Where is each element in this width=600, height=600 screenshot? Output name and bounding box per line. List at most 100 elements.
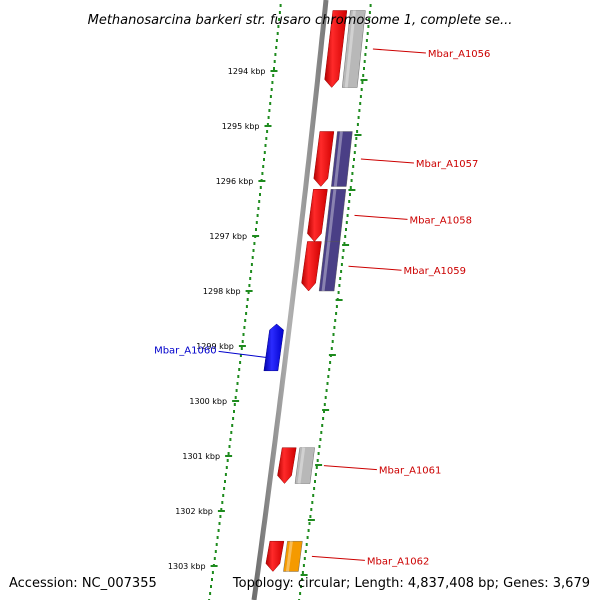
scale-dot bbox=[368, 11, 371, 14]
tick-mark-left bbox=[264, 125, 272, 127]
gene-mbar-a1061[interactable] bbox=[277, 447, 315, 484]
label-leader-line bbox=[360, 158, 414, 164]
scale-dot bbox=[228, 445, 231, 448]
cds-block[interactable] bbox=[294, 447, 315, 484]
gene-arrow[interactable] bbox=[263, 323, 284, 372]
scale-dot bbox=[218, 522, 221, 525]
tick-label: 1296 kbp bbox=[216, 177, 254, 186]
tick-label: 1298 kbp bbox=[203, 287, 241, 296]
scale-dot bbox=[248, 284, 251, 287]
scale-dot bbox=[333, 326, 336, 329]
scale-dot bbox=[304, 550, 307, 553]
scale-dot bbox=[258, 200, 261, 203]
scale-dot bbox=[353, 151, 356, 154]
scale-dot bbox=[323, 403, 326, 406]
scale-dot bbox=[309, 515, 312, 518]
scale-dot bbox=[263, 158, 265, 161]
scale-dot bbox=[243, 326, 246, 329]
scale-dot bbox=[220, 508, 223, 511]
gene-mbar-a1056[interactable] bbox=[324, 10, 366, 88]
gene-mbar-a1058[interactable] bbox=[307, 189, 347, 242]
scale-dot bbox=[349, 193, 351, 196]
map-title: Methanosarcina barkeri str. fusaro chrom… bbox=[88, 13, 513, 28]
scale-dot bbox=[314, 473, 317, 476]
scale-dot bbox=[278, 11, 281, 14]
gene-label[interactable]: Mbar_A1060 bbox=[154, 345, 217, 356]
scale-dot bbox=[225, 466, 228, 469]
tick-mark-left bbox=[252, 235, 260, 237]
scale-dot bbox=[247, 291, 250, 294]
gene-mbar-a1059[interactable] bbox=[301, 241, 341, 292]
scale-dot bbox=[274, 53, 277, 56]
cds-highlight bbox=[297, 447, 306, 484]
tick-label: 1301 kbp bbox=[182, 452, 220, 461]
scale-dot bbox=[269, 95, 272, 98]
scale-dot bbox=[331, 340, 334, 343]
scale-dot bbox=[277, 25, 280, 28]
scale-dot bbox=[301, 578, 303, 581]
scale-dot bbox=[358, 109, 361, 112]
gene-label[interactable]: Mbar_A1058 bbox=[410, 215, 473, 226]
scale-dot bbox=[236, 382, 239, 385]
cds-block[interactable] bbox=[283, 541, 303, 572]
gene-labels: Mbar_A1056 Mbar_A1057 Mbar_A1058 Mbar_A1059… bbox=[154, 48, 491, 567]
cds-highlight bbox=[333, 131, 343, 187]
scale-dot bbox=[330, 347, 333, 350]
gene-mbar-a1057[interactable] bbox=[313, 131, 353, 187]
scale-dot bbox=[223, 487, 226, 490]
gene-arrow[interactable] bbox=[324, 10, 348, 88]
scale-dot bbox=[263, 151, 266, 154]
scale-dot bbox=[365, 46, 368, 49]
tick-mark-right bbox=[322, 409, 330, 411]
scale-dot bbox=[344, 235, 347, 238]
scale-dot bbox=[341, 256, 344, 259]
gene-label[interactable]: Mbar_A1061 bbox=[379, 466, 442, 477]
scale-dot bbox=[342, 249, 345, 252]
tick-mark-left bbox=[217, 510, 225, 512]
scale-dot bbox=[227, 452, 230, 455]
tick-label: 1297 kbp bbox=[209, 232, 247, 241]
scale-dot bbox=[232, 417, 235, 420]
tick-mark-left bbox=[270, 70, 278, 72]
scale-dot bbox=[240, 347, 243, 350]
gene-label[interactable]: Mbar_A1062 bbox=[367, 556, 430, 567]
scale-dot bbox=[345, 228, 347, 231]
scale-dot bbox=[311, 501, 314, 504]
gene-arrow[interactable] bbox=[301, 241, 322, 292]
scale-dot bbox=[307, 529, 310, 532]
gene-arrow[interactable] bbox=[277, 447, 297, 484]
cds-block[interactable] bbox=[341, 10, 366, 88]
scale-dot bbox=[329, 361, 332, 364]
tick-mark-right bbox=[342, 244, 350, 246]
scale-dot bbox=[262, 165, 265, 168]
scale-dot bbox=[328, 368, 331, 371]
scale-dot bbox=[365, 39, 368, 42]
gene-label[interactable]: Mbar_A1059 bbox=[404, 266, 467, 277]
scale-dot bbox=[216, 536, 219, 539]
scale-dot bbox=[241, 340, 244, 343]
scale-dot bbox=[242, 333, 245, 336]
cds-block[interactable] bbox=[318, 241, 341, 292]
scale-dot bbox=[316, 459, 319, 462]
scale-dot bbox=[224, 480, 226, 483]
cds-highlight bbox=[285, 541, 293, 572]
scale-dot bbox=[211, 571, 214, 574]
scale-dot bbox=[265, 137, 268, 140]
scale-dot bbox=[368, 18, 371, 21]
scale-dot bbox=[339, 277, 342, 280]
gene-mbar-a1060[interactable] bbox=[263, 323, 284, 372]
gene-mbar-a1062[interactable] bbox=[265, 540, 303, 572]
scale-dot bbox=[222, 494, 225, 497]
cds-block[interactable] bbox=[331, 131, 353, 187]
gene-label[interactable]: Mbar_A1057 bbox=[416, 159, 479, 170]
scale-dot bbox=[259, 186, 262, 189]
gene-label[interactable]: Mbar_A1056 bbox=[428, 49, 491, 60]
gene-arrow[interactable] bbox=[313, 131, 335, 187]
chromosome-backbone bbox=[251, 0, 329, 600]
tick-label: 1299 kbp bbox=[196, 342, 234, 351]
tick-mark-left bbox=[210, 565, 218, 567]
scale-dot bbox=[234, 396, 237, 399]
scale-dot bbox=[226, 459, 229, 462]
gene-arrow[interactable] bbox=[307, 189, 328, 242]
gene-arrow[interactable] bbox=[265, 540, 285, 572]
